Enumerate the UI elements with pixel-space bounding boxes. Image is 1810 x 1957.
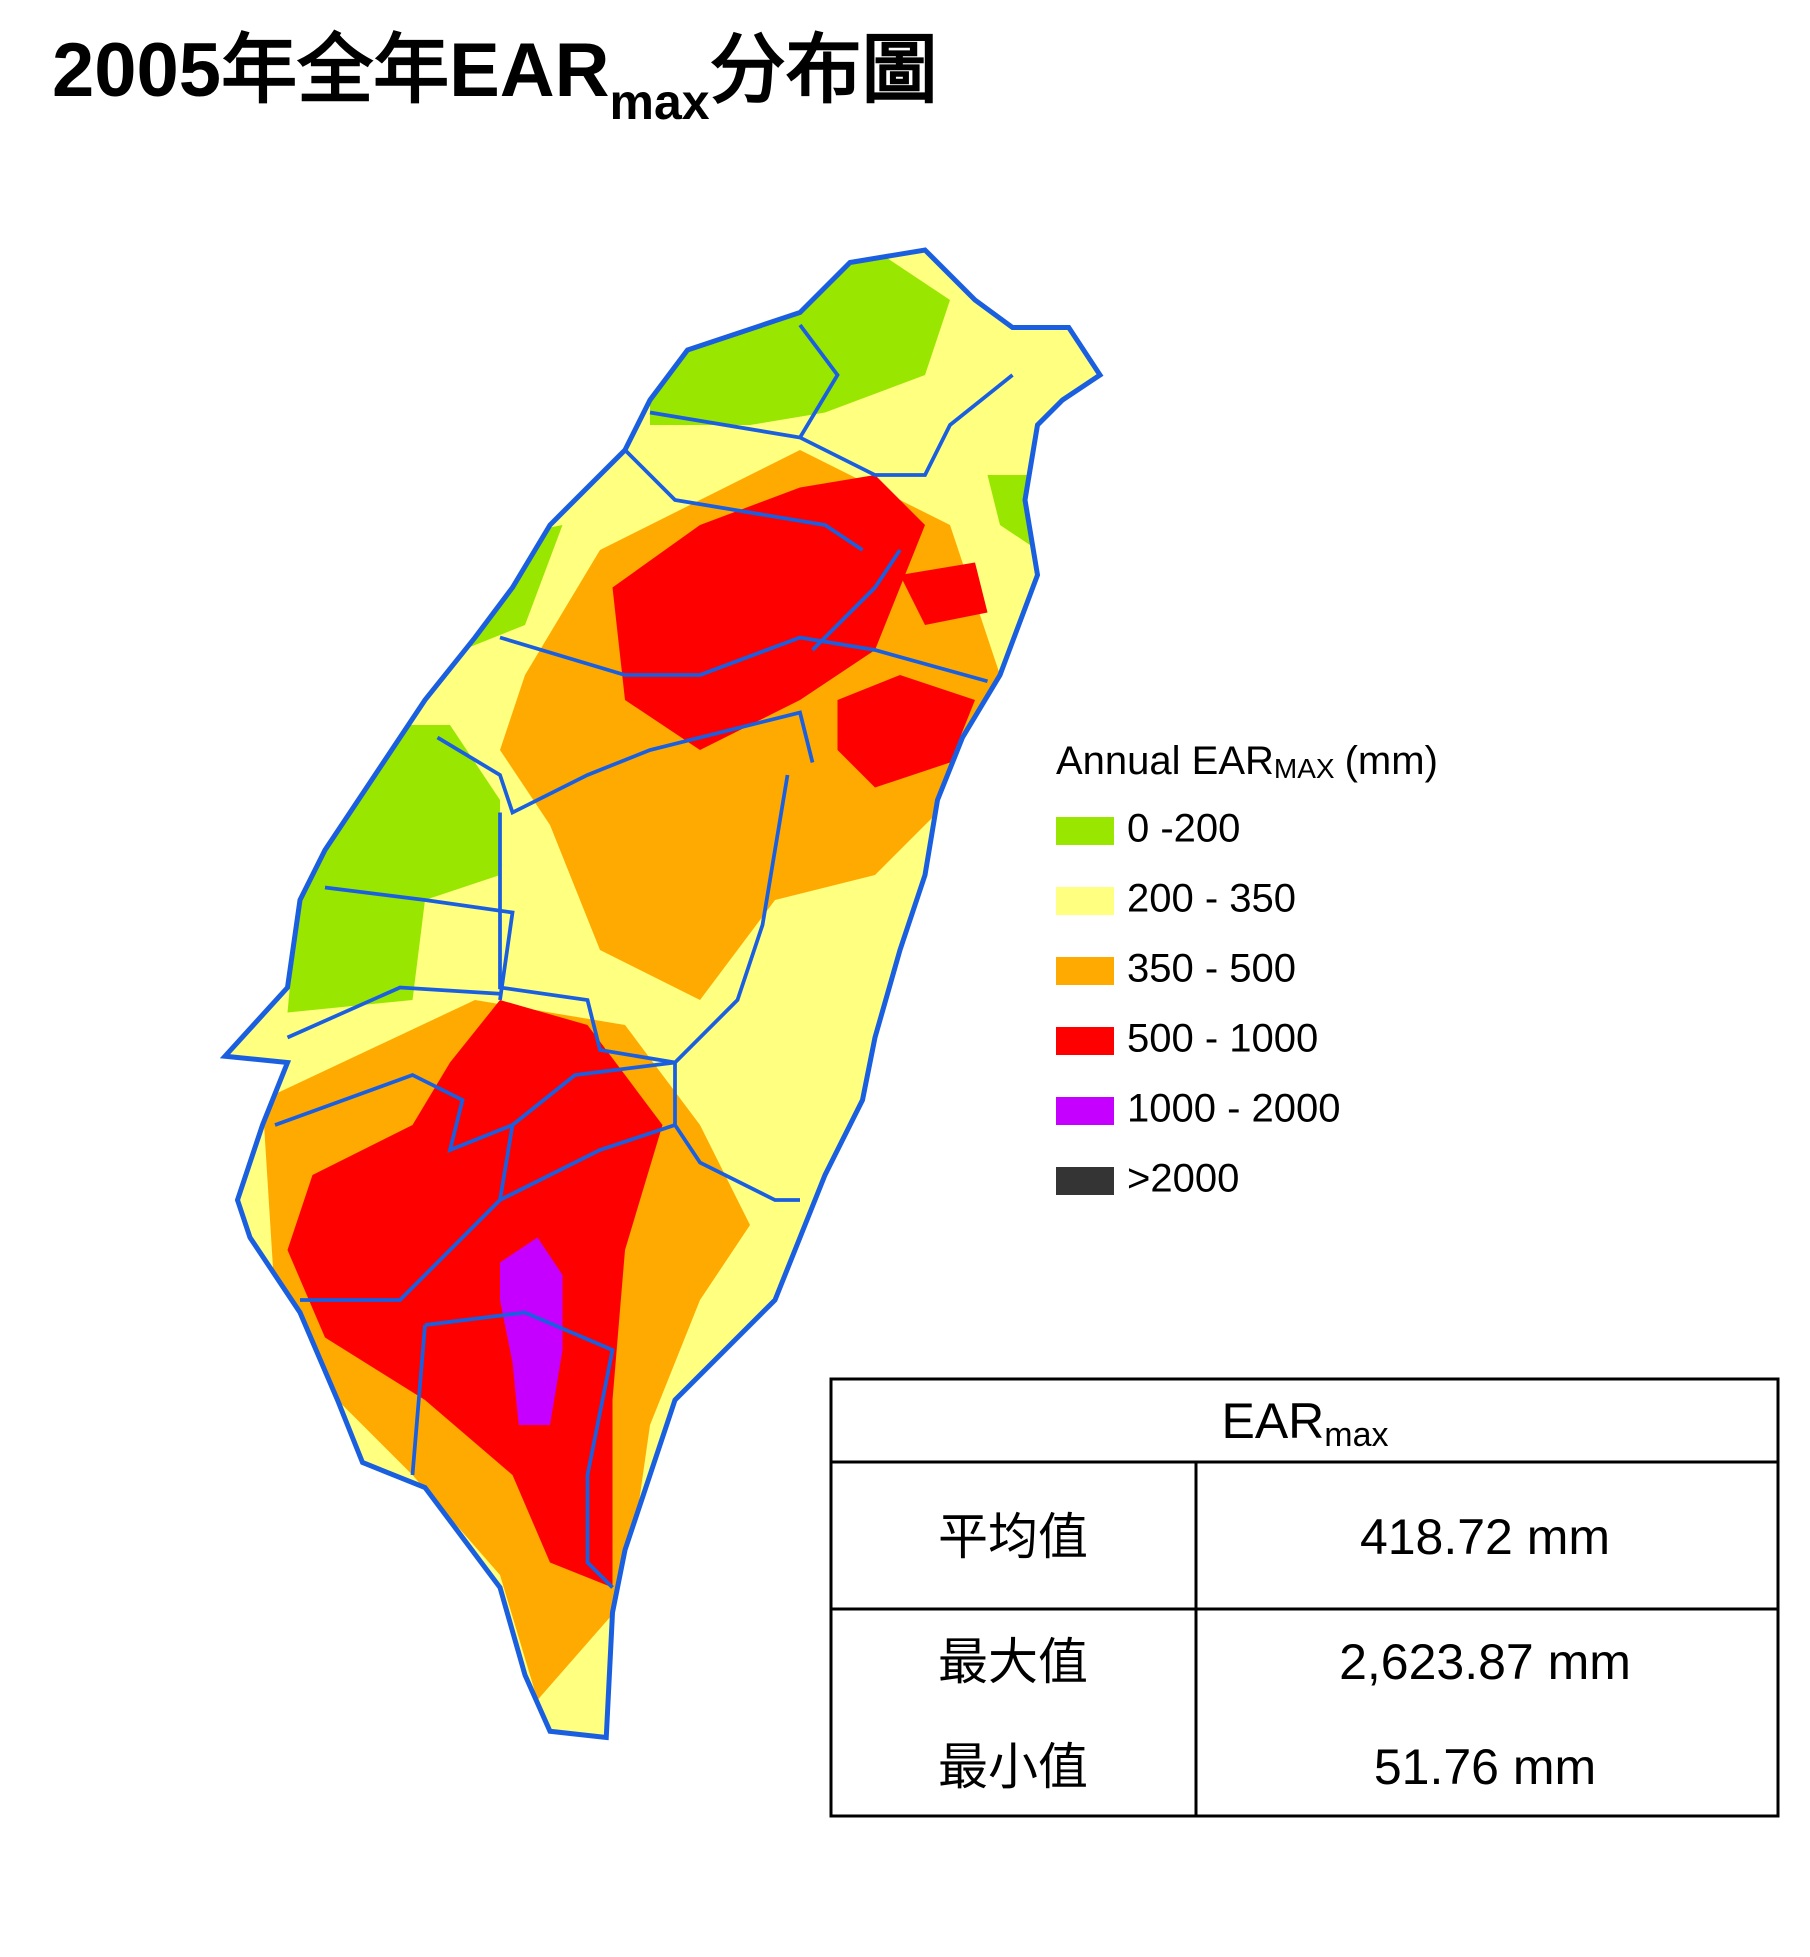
legend-label: >2000 xyxy=(1127,1157,1239,1201)
row-label: 最小值 xyxy=(938,1739,1088,1795)
row-label: 最大值 xyxy=(938,1634,1088,1690)
legend-swatch xyxy=(1056,1027,1114,1055)
legend-label: 500 - 1000 xyxy=(1127,1017,1318,1061)
row-value: 51.76 mm xyxy=(1374,1739,1596,1795)
table-border xyxy=(829,1377,1780,1818)
table-header-main: EAR xyxy=(1221,1393,1324,1449)
table-header-sub: max xyxy=(1324,1416,1388,1454)
row-value: 2,623.87 mm xyxy=(1339,1634,1631,1690)
map-region xyxy=(900,562,988,625)
row-label: 平均值 xyxy=(938,1509,1088,1565)
legend-title-main: Annual EAR xyxy=(1056,739,1274,783)
map-region xyxy=(500,1237,563,1425)
legend: 0 -200 200 - 350 350 - 500 500 - 1000 1000 -… xyxy=(1056,807,1341,1201)
map-region xyxy=(837,675,975,788)
legend-label: 1000 - 2000 xyxy=(1127,1087,1341,1131)
legend-title-sub: MAX xyxy=(1274,753,1335,784)
title-main: 2005年全年EAR xyxy=(52,28,610,113)
map-region xyxy=(287,1000,663,1588)
row-value: 418.72 mm xyxy=(1360,1509,1610,1565)
legend-label: 350 - 500 xyxy=(1127,947,1296,991)
legend-swatch xyxy=(1056,957,1114,985)
legend-title-unit: (mm) xyxy=(1345,739,1438,783)
table-rows: 平均值 418.72 mm 最大值 2,623.87 mm 最小值 51.76 mm xyxy=(938,1509,1631,1795)
map-region xyxy=(650,250,950,425)
map-region xyxy=(612,475,925,750)
legend-swatch xyxy=(1056,817,1114,845)
title: 2005年全年EARmax分布圖 xyxy=(52,28,938,130)
summary-table xyxy=(829,1377,1780,1818)
legend-title: Annual EARMAX (mm) xyxy=(1056,739,1438,785)
title-sub: max xyxy=(610,74,710,130)
legend-swatch xyxy=(1056,1097,1114,1125)
legend-label: 0 -200 xyxy=(1127,807,1240,851)
legend-swatch xyxy=(1056,1167,1114,1195)
map-boundaries xyxy=(274,323,1014,1589)
map-region xyxy=(287,725,500,1013)
legend-label: 200 - 350 xyxy=(1127,877,1296,921)
legend-swatch xyxy=(1056,887,1114,915)
table-header: EARmax xyxy=(1221,1393,1388,1454)
title-tail: 分布圖 xyxy=(710,28,938,113)
